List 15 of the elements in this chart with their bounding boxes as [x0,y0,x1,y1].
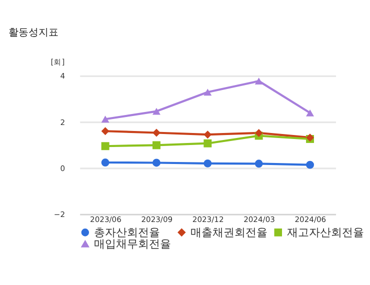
x-tick-label: 2023/06 [90,215,122,224]
x-tick-label: 2024/03 [244,215,276,224]
y-tick-label: 2 [60,118,66,127]
y-axis-title: [회] [50,57,65,66]
x-tick-label: 2024/06 [294,215,326,224]
legend-label: 매출채권회전율 [190,226,268,239]
chart-title: 활동성지표 [8,27,58,38]
y-tick-label: 4 [60,72,66,81]
y-tick-label: 0 [60,164,66,173]
legend-label: 재고자산회전율 [286,226,364,239]
legend-label: 총자산회전율 [94,226,160,239]
legend-label: 매입채무회전율 [94,237,171,250]
x-tick-label: 2023/09 [141,215,173,224]
x-tick-label: 2023/12 [192,215,224,224]
y-tick-label: −2 [54,210,66,220]
